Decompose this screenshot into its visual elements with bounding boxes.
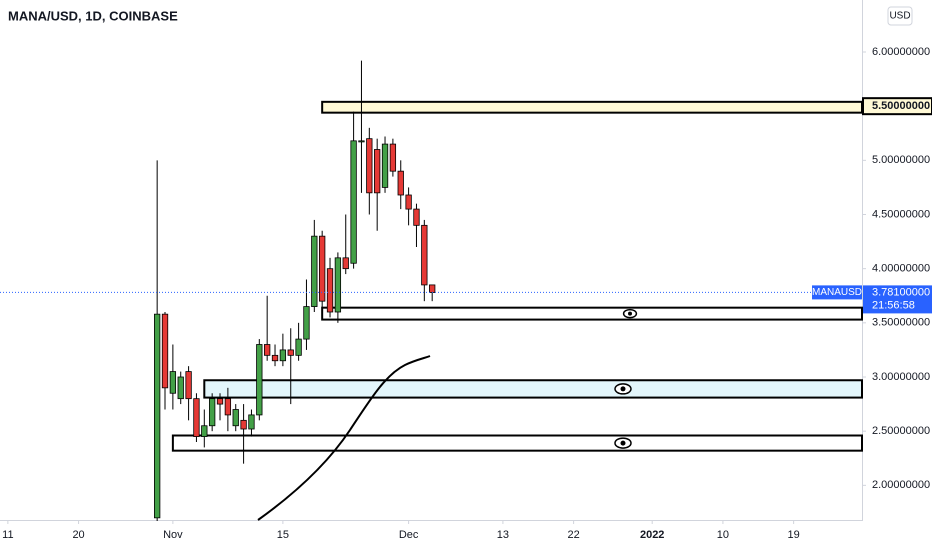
y-tick-label: 2.50000000 <box>872 425 930 437</box>
candle-body <box>209 398 216 427</box>
candles <box>154 60 436 524</box>
x-tick-label: 11 <box>2 529 13 541</box>
candle-body <box>350 140 357 264</box>
candle-body <box>154 313 161 519</box>
y-tick-label: 3.50000000 <box>872 317 930 329</box>
candle-body <box>334 257 342 313</box>
candle-body <box>421 224 428 286</box>
candle-body <box>303 306 310 340</box>
candle-body <box>342 257 349 270</box>
price-marker-label: 5.50000000 <box>872 100 930 112</box>
candle-body <box>232 409 239 427</box>
zone <box>321 100 863 114</box>
candle-body <box>271 354 279 362</box>
candle-body <box>405 194 412 210</box>
candle-body <box>185 371 192 400</box>
eye-pupil <box>620 440 626 446</box>
x-tick-label: Dec <box>399 529 419 541</box>
x-tick-label: 13 <box>497 529 509 541</box>
x-tick-label: 19 <box>788 529 800 541</box>
x-tick-label: 15 <box>277 529 289 541</box>
candle-body <box>326 268 334 313</box>
x-tick-label: 2022 <box>640 529 664 541</box>
candle-body <box>397 170 404 196</box>
x-tick-label: 22 <box>567 529 579 541</box>
x-tick-label: 20 <box>72 529 84 541</box>
candle-body <box>279 349 287 362</box>
currency-box[interactable] <box>887 6 913 26</box>
eye-pupil <box>628 311 632 316</box>
eye-icons <box>614 308 638 449</box>
eye-pupil <box>620 386 626 392</box>
y-tick-label: 4.50000000 <box>872 208 930 220</box>
candle-body <box>264 344 271 356</box>
candle-body <box>161 313 169 389</box>
y-tick-label: 2.00000000 <box>872 479 930 491</box>
candle-body <box>381 143 389 188</box>
symbol-label: MANAUSD <box>812 287 862 298</box>
candle-body <box>319 235 326 302</box>
zone <box>321 306 863 321</box>
symbol-box <box>812 285 862 300</box>
price-axis-bg <box>863 0 932 521</box>
candle-body <box>287 349 294 356</box>
x-tick-label: 10 <box>717 529 729 541</box>
candle-body <box>177 376 184 400</box>
x-tick-label: Nov <box>163 529 183 541</box>
zone <box>203 379 863 399</box>
candle-body <box>240 419 247 430</box>
zones <box>171 100 864 452</box>
last-price-label: 3.78100000 <box>872 286 930 298</box>
candle-body <box>429 284 436 293</box>
candle-body <box>201 425 208 437</box>
price-marker-box <box>862 97 932 116</box>
candle-body <box>366 138 373 194</box>
candle-body <box>216 398 224 405</box>
countdown-label: 21:56:58 <box>872 299 915 311</box>
time-axis-bg <box>0 521 932 550</box>
zone <box>171 434 864 452</box>
candle-body <box>295 338 302 356</box>
candle-body <box>413 208 420 226</box>
candle-body <box>248 414 255 430</box>
y-tick-label: 3.00000000 <box>872 371 930 383</box>
candle-body <box>389 143 397 172</box>
candle-body <box>256 344 263 416</box>
chart-title: MANA/USD, 1D, COINBASE <box>8 8 178 23</box>
candle-body <box>358 140 365 143</box>
candle-body <box>311 235 318 307</box>
drawn-curve <box>257 355 431 521</box>
candle-body <box>224 398 232 416</box>
y-tick-label: 5.00000000 <box>872 154 930 166</box>
last-price-box <box>863 285 932 314</box>
candle-body <box>169 371 177 394</box>
currency[interactable]: USD <box>889 11 910 22</box>
y-tick-label: 4.00000000 <box>872 263 930 275</box>
candle-body <box>193 398 200 437</box>
candle-body <box>374 149 381 194</box>
y-tick-label: 6.00000000 <box>872 46 930 58</box>
